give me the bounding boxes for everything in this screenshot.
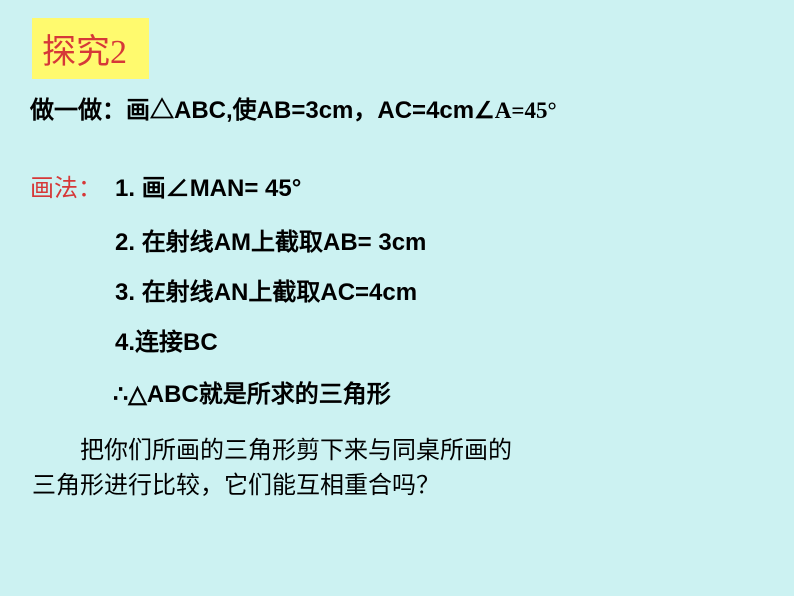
- step3-rest: AC=4cm: [320, 279, 417, 306]
- heading-box: 探究2: [32, 18, 149, 79]
- step-1: 1. 画∠MAN= 45°: [115, 168, 301, 203]
- step3-cn1: 在射线: [142, 280, 214, 306]
- conclusion-text: 就是所求的三角形: [199, 382, 391, 408]
- problem-angle: ∠A=45°: [474, 98, 557, 123]
- step4-rest: BC: [183, 329, 218, 356]
- step-3: 3. 在射线AN上截取AC=4cm: [115, 272, 417, 307]
- note-line1: 把你们所画的三角形剪下来与同桌所画的: [80, 438, 512, 464]
- step2-cn1: 在射线: [142, 230, 214, 256]
- step-4: 4.连接BC: [115, 322, 218, 357]
- step3-mid: AN: [214, 279, 249, 306]
- note-paragraph: 把你们所画的三角形剪下来与同桌所画的 三角形进行比较，它们能互相重合吗？: [32, 434, 752, 504]
- problem-cond2: AC=4cm: [377, 97, 474, 124]
- problem-cond1: AB=3cm: [257, 97, 354, 124]
- step2-cn2: 上截取: [251, 230, 323, 256]
- method-label-text: 画法：: [30, 176, 102, 202]
- method-label: 画法：: [30, 168, 102, 203]
- problem-comma: ，: [353, 98, 377, 124]
- step1-rest: MAN= 45°: [190, 175, 302, 202]
- problem-cond1-cn: 使: [233, 98, 257, 124]
- step4-num: 4.: [115, 329, 135, 356]
- problem-prefix: 做一做：画△: [30, 98, 174, 124]
- step2-num: 2.: [115, 229, 142, 256]
- step4-cn: 连接: [135, 330, 183, 356]
- step1-num: 1.: [115, 175, 142, 202]
- therefore-symbol: ∴: [113, 381, 128, 408]
- step2-mid: AM: [214, 229, 251, 256]
- step3-cn2: 上截取: [248, 280, 320, 306]
- problem-statement: 做一做：画△ABC,使AB=3cm，AC=4cm∠A=45°: [30, 90, 557, 125]
- step-2: 2. 在射线AM上截取AB= 3cm: [115, 222, 426, 257]
- note-line2: 三角形进行比较，它们能互相重合吗？: [32, 473, 440, 499]
- conclusion-tri: △ABC: [128, 381, 198, 408]
- problem-abc: ABC,: [174, 97, 233, 124]
- step2-rest: AB= 3cm: [323, 229, 426, 256]
- step3-num: 3.: [115, 279, 142, 306]
- step1-cn: 画∠: [142, 176, 190, 202]
- heading-text: 探究2: [42, 34, 127, 71]
- conclusion: ∴△ABC就是所求的三角形: [113, 374, 391, 409]
